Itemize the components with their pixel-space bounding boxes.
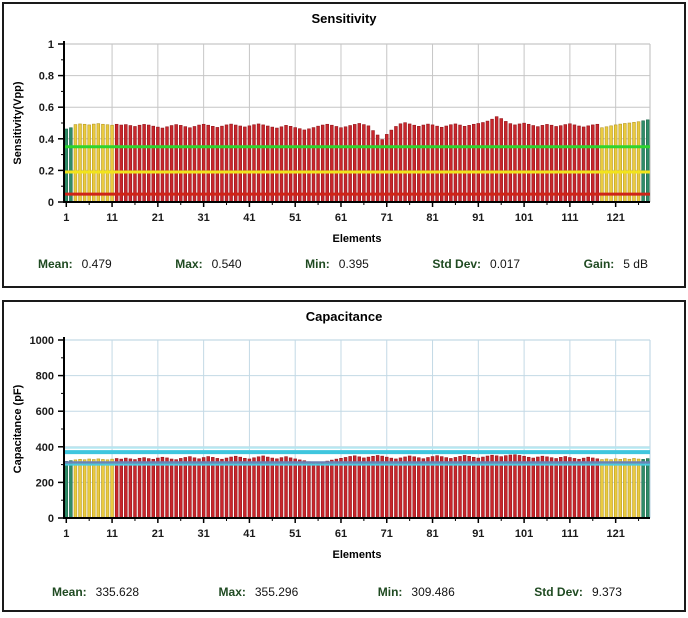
stat-min-label: Min: — [305, 257, 330, 271]
stat-max: Max: 0.540 — [175, 257, 241, 271]
stat-mean-value: 335.628 — [95, 585, 140, 599]
svg-text:1: 1 — [63, 528, 69, 540]
svg-text:121: 121 — [606, 212, 624, 224]
svg-text:91: 91 — [472, 212, 484, 224]
sensitivity-stats-row: Mean: 0.479 Max: 0.540 Min: 0.395 Std Dev: 0… — [4, 257, 684, 271]
stat-max-label: Max: — [218, 585, 246, 599]
svg-text:111: 111 — [561, 212, 578, 224]
svg-text:81: 81 — [426, 528, 438, 540]
stat-mean-label: Mean: — [52, 585, 87, 599]
sensitivity-chart-title: Sensitivity — [311, 11, 377, 26]
svg-text:101: 101 — [515, 528, 533, 540]
svg-text:61: 61 — [335, 528, 347, 540]
svg-text:Elements: Elements — [333, 233, 382, 245]
svg-text:51: 51 — [289, 212, 301, 224]
svg-text:121: 121 — [606, 528, 624, 540]
stat-mean: Mean: 335.628 — [52, 585, 139, 599]
svg-text:21: 21 — [152, 212, 164, 224]
svg-text:400: 400 — [36, 442, 54, 454]
svg-text:81: 81 — [426, 212, 438, 224]
svg-text:71: 71 — [381, 528, 393, 540]
svg-text:600: 600 — [36, 406, 54, 418]
svg-text:31: 31 — [198, 212, 210, 224]
stat-gain-value: 5 dB — [623, 257, 648, 271]
svg-text:0.4: 0.4 — [39, 134, 55, 146]
svg-text:21: 21 — [152, 528, 164, 540]
svg-text:101: 101 — [515, 212, 533, 224]
svg-text:0.2: 0.2 — [39, 165, 54, 177]
capacitance-stats-row: Mean: 335.628 Max: 355.296 Min: 309.486 Std… — [4, 585, 684, 599]
stat-stddev-label: Std Dev: — [432, 257, 482, 271]
stat-min-label: Min: — [377, 585, 403, 599]
stat-min: Min: 0.395 — [305, 257, 369, 271]
svg-text:200: 200 — [36, 477, 54, 489]
stat-min: Min: 309.486 — [378, 585, 455, 599]
capacitance-panel: Capacitance 0 200 400 600 800 1000 1 11 21 31 41 51… — [2, 300, 686, 612]
svg-text:41: 41 — [243, 528, 255, 540]
svg-text:0: 0 — [48, 513, 54, 525]
svg-text:61: 61 — [335, 212, 347, 224]
svg-text:41: 41 — [243, 212, 255, 224]
stat-stddev-value: 9.373 — [591, 585, 622, 599]
svg-text:Capacitance (pF): Capacitance (pF) — [12, 384, 24, 473]
svg-text:Sensitivity(Vpp): Sensitivity(Vpp) — [12, 81, 24, 164]
svg-text:11: 11 — [106, 212, 118, 224]
svg-text:71: 71 — [381, 212, 393, 224]
svg-text:800: 800 — [36, 371, 54, 383]
stat-min-value: 309.486 — [411, 585, 455, 599]
svg-text:51: 51 — [289, 528, 301, 540]
svg-text:Elements: Elements — [333, 549, 382, 561]
stat-mean-value: 0.479 — [81, 257, 112, 271]
svg-text:111: 111 — [561, 528, 578, 540]
svg-text:1: 1 — [63, 212, 69, 224]
svg-text:0.6: 0.6 — [39, 102, 54, 114]
stat-stddev-value: 0.017 — [490, 257, 521, 271]
stat-mean-label: Mean: — [38, 257, 73, 271]
stat-gain: Gain: 5 dB — [584, 257, 648, 271]
svg-text:1000: 1000 — [30, 335, 54, 347]
sensitivity-panel: Sensitivity 0 0.2 0.4 0.6 0.8 1 1 11 21 31 41 51 61 7… — [2, 2, 686, 288]
svg-text:1: 1 — [48, 39, 54, 51]
stat-stddev-label: Std Dev: — [534, 585, 583, 599]
stat-max-label: Max: — [175, 257, 203, 271]
stat-min-value: 0.395 — [338, 257, 369, 271]
svg-text:91: 91 — [472, 528, 484, 540]
stat-mean: Mean: 0.479 — [38, 257, 112, 271]
svg-text:0: 0 — [48, 197, 54, 209]
svg-text:11: 11 — [106, 528, 118, 540]
svg-text:0.8: 0.8 — [39, 71, 54, 83]
stat-stddev: Std Dev: 9.373 — [534, 585, 622, 599]
stat-max-value: 0.540 — [211, 257, 242, 271]
stat-max-value: 355.296 — [254, 585, 299, 599]
stat-gain-label: Gain: — [583, 257, 615, 271]
stat-stddev: Std Dev: 0.017 — [432, 257, 520, 271]
capacitance-chart-title: Capacitance — [305, 309, 383, 324]
stat-max: Max: 355.296 — [219, 585, 299, 599]
svg-text:31: 31 — [198, 528, 210, 540]
sensitivity-chart: 00.20.40.60.811 11 21 31 41 51 61 71 81 91 101 111 1… — [12, 39, 651, 245]
